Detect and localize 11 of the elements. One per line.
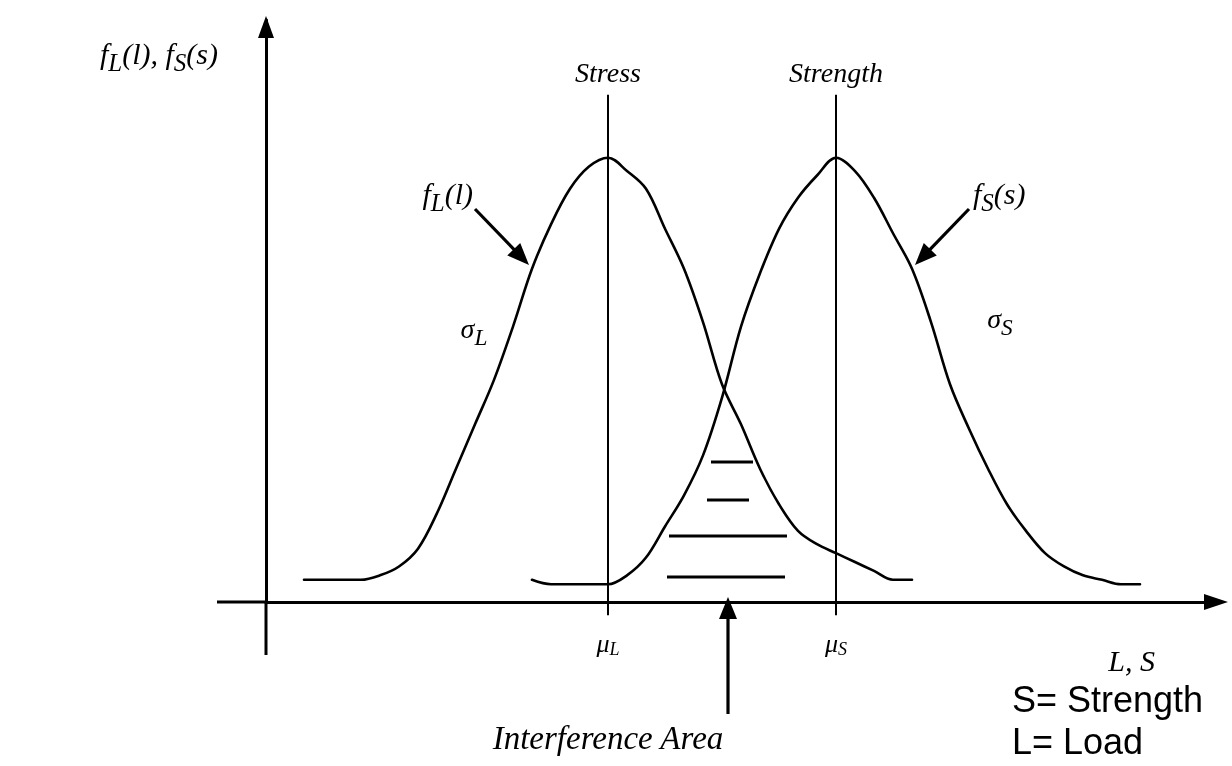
text: f$_{L}$(l) xyxy=(422,176,473,216)
text: Interference Area xyxy=(492,719,724,756)
ref-line-label: Strength xyxy=(789,57,883,89)
ref-line-label: Stress xyxy=(575,57,642,89)
annotation: σ$_{S}$ xyxy=(987,303,1013,340)
x-axis-title: L, S xyxy=(1107,643,1155,677)
annotation: σ$_{L}$ xyxy=(460,313,488,350)
text: S= Strength xyxy=(1012,679,1204,720)
y-axis-title: f$_{L}$(l), f$_{S}$(s) xyxy=(99,37,218,76)
text: f$_{S}$(s) xyxy=(973,176,1026,216)
text: L= Load xyxy=(1012,721,1144,762)
